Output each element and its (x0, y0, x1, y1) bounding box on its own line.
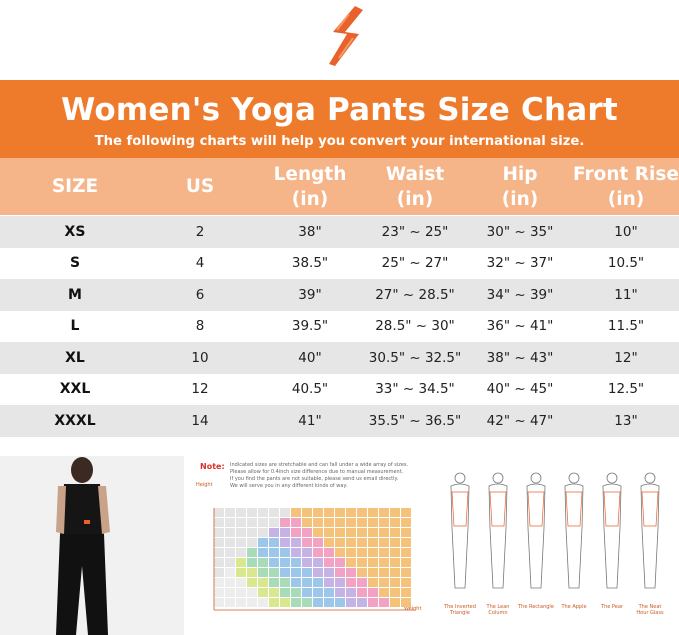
header-length: Length (in) (273, 163, 347, 210)
page-title: Women's Yoga Pants Size Chart (61, 92, 618, 128)
us-cell: 6 (195, 286, 205, 303)
body-shape-label: The Apple (561, 604, 587, 610)
body-shape-label: The Lean Column (486, 604, 510, 616)
length-cell: 39.5" (291, 318, 329, 335)
table-row: XL 10 40" 30.5" ~ 32.5" 38" ~ 43" 12" (0, 342, 679, 374)
height-weight-chart: Note: Indicated sizes are stretchable an… (190, 460, 430, 630)
body-shape-label: The Rectangle (518, 604, 554, 610)
hip-cell: 38" ~ 43" (486, 349, 554, 366)
hip-cell: 40" ~ 45" (486, 381, 554, 398)
note-label: Note: (200, 462, 225, 471)
length-cell: 40" (298, 349, 322, 366)
table-row: XS 2 38" 23" ~ 25" 30" ~ 35" 10" (0, 216, 679, 248)
table-row: L 8 39.5" 28.5" ~ 30" 36" ~ 41" 11.5" (0, 311, 679, 343)
size-cell: S (69, 255, 81, 272)
waist-cell: 30.5" ~ 32.5" (368, 349, 462, 366)
length-cell: 38.5" (291, 255, 329, 272)
front-rise-cell: 11" (614, 286, 638, 303)
length-cell: 38" (298, 223, 322, 240)
hip-cell: 32" ~ 37" (486, 255, 554, 272)
size-cell: XL (65, 349, 85, 366)
table-header: SIZE US Length (in) Waist (in) Hip (in) Fro… (0, 158, 679, 215)
weight-axis-label: Weight (404, 606, 422, 612)
us-cell: 10 (191, 349, 209, 366)
us-cell: 12 (191, 381, 209, 398)
length-cell: 41" (298, 412, 322, 429)
front-rise-cell: 11.5" (607, 318, 645, 335)
length-cell: 39" (298, 286, 322, 303)
length-cell: 40.5" (291, 381, 329, 398)
table-row: M 6 39" 27" ~ 28.5" 34" ~ 39" 11" (0, 279, 679, 311)
us-cell: 2 (195, 223, 205, 240)
front-rise-cell: 13" (614, 412, 638, 429)
header-hip: Hip (in) (501, 163, 539, 210)
size-table-body: XS 2 38" 23" ~ 25" 30" ~ 35" 10" S 4 38.5" 25" ~ … (0, 216, 679, 437)
header-us: US (185, 176, 215, 197)
us-cell: 8 (195, 318, 205, 335)
table-row: XXXL 14 41" 35.5" ~ 36.5" 42" ~ 47" 13" (0, 405, 679, 437)
hip-cell: 34" ~ 39" (486, 286, 554, 303)
header-size: SIZE (51, 176, 99, 197)
table-row: S 4 38.5" 25" ~ 27" 32" ~ 37" 10.5" (0, 248, 679, 280)
front-rise-cell: 12" (614, 349, 638, 366)
waist-cell: 35.5" ~ 36.5" (368, 412, 462, 429)
body-shape-label: The Neat Hour Glass (636, 604, 664, 616)
waist-cell: 25" ~ 27" (381, 255, 449, 272)
size-cell: M (68, 286, 82, 303)
header-front-rise: Front Rise (in) (573, 163, 679, 210)
size-cell: XXL (59, 381, 91, 398)
front-rise-cell: 12.5" (607, 381, 645, 398)
waist-cell: 33" ~ 34.5" (375, 381, 455, 398)
model-photo (0, 456, 184, 635)
waist-cell: 28.5" ~ 30" (375, 318, 455, 335)
body-shapes: The Inverted Triangle The Lean Column Th… (440, 468, 675, 630)
hip-cell: 42" ~ 47" (486, 412, 554, 429)
size-grid-graphic (213, 508, 414, 611)
title-banner: Women's Yoga Pants Size Chart The follow… (0, 80, 679, 158)
body-shape-label: The Pear (601, 604, 623, 610)
size-cell: L (70, 318, 80, 335)
waist-cell: 27" ~ 28.5" (375, 286, 455, 303)
us-cell: 14 (191, 412, 209, 429)
waist-cell: 23" ~ 25" (381, 223, 449, 240)
header-waist: Waist (in) (385, 163, 445, 210)
front-rise-cell: 10" (614, 223, 638, 240)
height-axis-label: Height (196, 482, 213, 488)
note-text: Indicated sizes are stretchable and can … (230, 462, 409, 489)
body-shape-label: The Inverted Triangle (444, 604, 476, 616)
size-cell: XS (64, 223, 86, 240)
size-cell: XXXL (54, 412, 96, 429)
table-row: XXL 12 40.5" 33" ~ 34.5" 40" ~ 45" 12.5" (0, 374, 679, 406)
brand-logo-icon (329, 6, 363, 66)
page-subtitle: The following charts will help you conve… (94, 134, 585, 149)
hip-cell: 30" ~ 35" (486, 223, 554, 240)
us-cell: 4 (195, 255, 205, 272)
front-rise-cell: 10.5" (607, 255, 645, 272)
hip-cell: 36" ~ 41" (486, 318, 554, 335)
